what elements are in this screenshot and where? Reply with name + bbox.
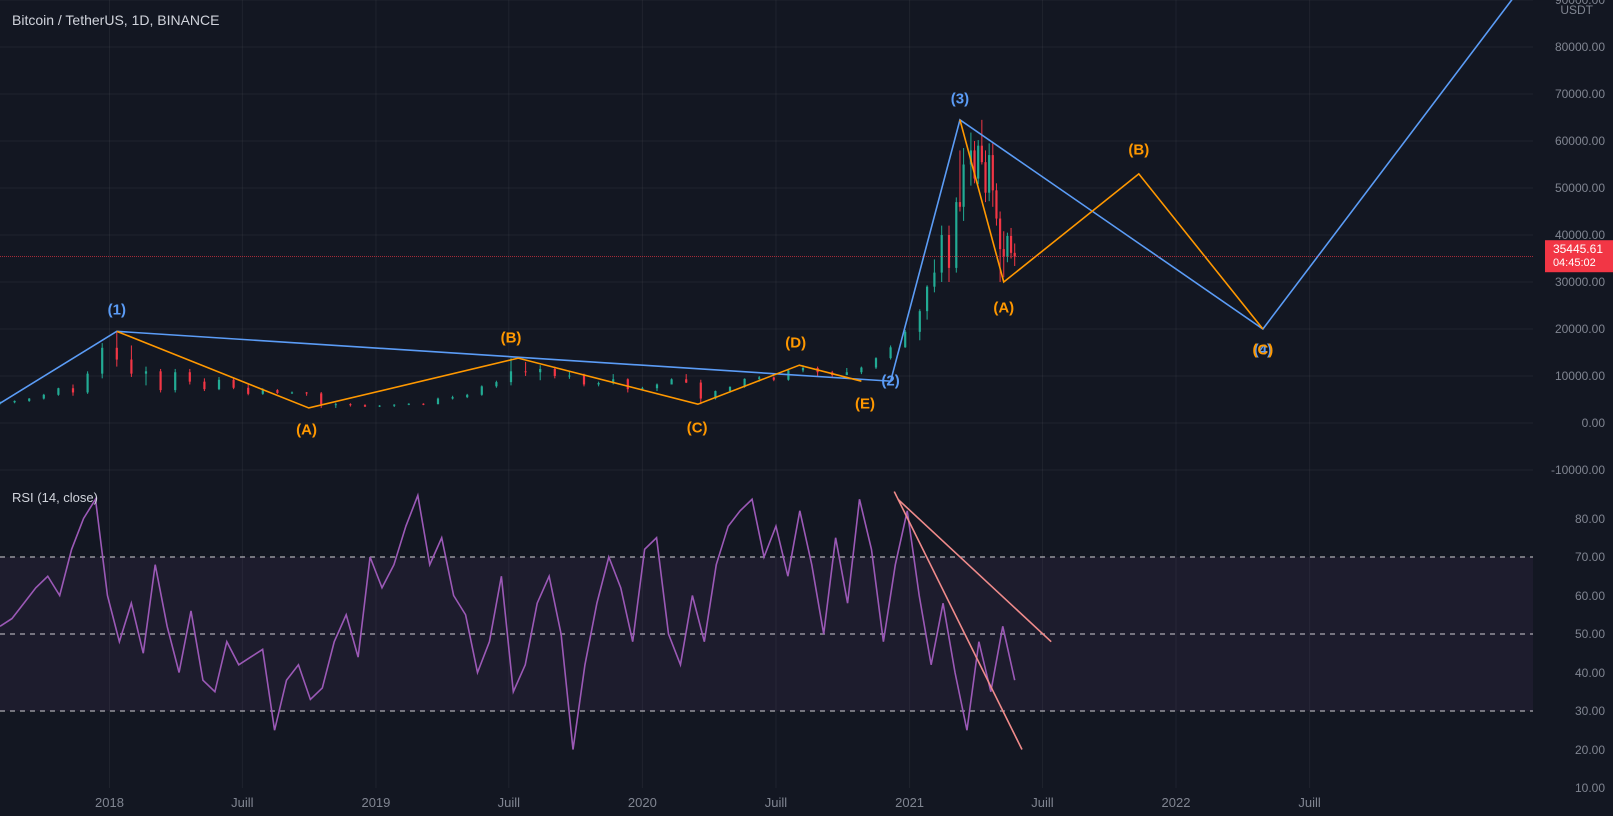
wave-label: (D) [785,335,806,352]
price-tick: 50000.00 [1555,181,1605,195]
time-tick: 2021 [895,795,924,810]
price-tick: 30000.00 [1555,275,1605,289]
rsi-tick: 70.00 [1575,550,1605,564]
price-tick: -10000.00 [1551,463,1605,477]
wave-label: (1) [108,302,126,319]
wave-label: (3) [951,90,969,107]
current-price-tag: 35445.61 04:45:02 [1545,241,1613,273]
wave-label: (B) [501,330,522,347]
time-tick: 2020 [628,795,657,810]
rsi-tick: 20.00 [1575,743,1605,757]
price-tick: 10000.00 [1555,369,1605,383]
rsi-tick: 50.00 [1575,627,1605,641]
price-tick: 70000.00 [1555,87,1605,101]
wave-label: (B) [1128,142,1149,159]
rsi-tick: 40.00 [1575,666,1605,680]
chart-container: Bitcoin / TetherUS, 1D, BINANCE USDT RSI… [0,0,1613,816]
countdown: 04:45:02 [1553,257,1603,270]
rsi-tick: 80.00 [1575,512,1605,526]
wave-label: (C) [687,419,708,436]
price-tick: 60000.00 [1555,134,1605,148]
time-tick: Juill [498,795,520,810]
wave-label: (C) [1252,342,1273,359]
current-price-line [0,256,1533,257]
price-tick: 20000.00 [1555,322,1605,336]
price-tick: 90000.00 [1555,0,1605,7]
time-tick: Juill [231,795,253,810]
wave-label: (E) [855,396,875,413]
time-tick: Juill [1298,795,1320,810]
price-tick: 80000.00 [1555,40,1605,54]
price-tick: 0.00 [1582,416,1605,430]
symbol-title: Bitcoin / TetherUS, 1D, BINANCE [12,12,219,28]
time-tick: 2018 [95,795,124,810]
wave-label: (A) [993,299,1014,316]
time-tick: 2019 [361,795,390,810]
current-price-value: 35445.61 [1553,243,1603,257]
rsi-tick: 60.00 [1575,589,1605,603]
rsi-title: RSI (14, close) [12,490,98,505]
time-tick: Juill [765,795,787,810]
wave-label: (2) [881,373,899,390]
rsi-layer [0,0,1613,816]
time-tick: 2022 [1162,795,1191,810]
time-tick: Juill [1031,795,1053,810]
rsi-tick: 10.00 [1575,781,1605,795]
wave-label: (A) [296,422,317,439]
rsi-tick: 30.00 [1575,704,1605,718]
